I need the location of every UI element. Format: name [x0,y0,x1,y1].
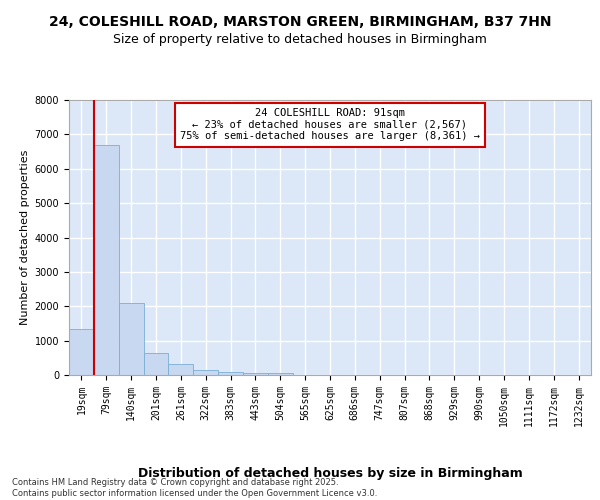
Bar [69,328,94,375]
Text: Size of property relative to detached houses in Birmingham: Size of property relative to detached ho… [113,32,487,46]
Bar [143,352,169,375]
Y-axis label: Number of detached properties: Number of detached properties [20,150,31,325]
Bar [94,144,119,375]
Text: Distribution of detached houses by size in Birmingham: Distribution of detached houses by size … [137,467,523,480]
Bar [268,373,293,375]
Text: Contains HM Land Registry data © Crown copyright and database right 2025.
Contai: Contains HM Land Registry data © Crown c… [12,478,377,498]
Bar [193,370,218,375]
Bar [218,372,243,375]
Text: 24, COLESHILL ROAD, MARSTON GREEN, BIRMINGHAM, B37 7HN: 24, COLESHILL ROAD, MARSTON GREEN, BIRMI… [49,15,551,29]
Text: 24 COLESHILL ROAD: 91sqm
← 23% of detached houses are smaller (2,567)
75% of sem: 24 COLESHILL ROAD: 91sqm ← 23% of detach… [180,108,480,142]
Bar [243,373,268,375]
Bar [119,303,143,375]
Bar [169,364,193,375]
